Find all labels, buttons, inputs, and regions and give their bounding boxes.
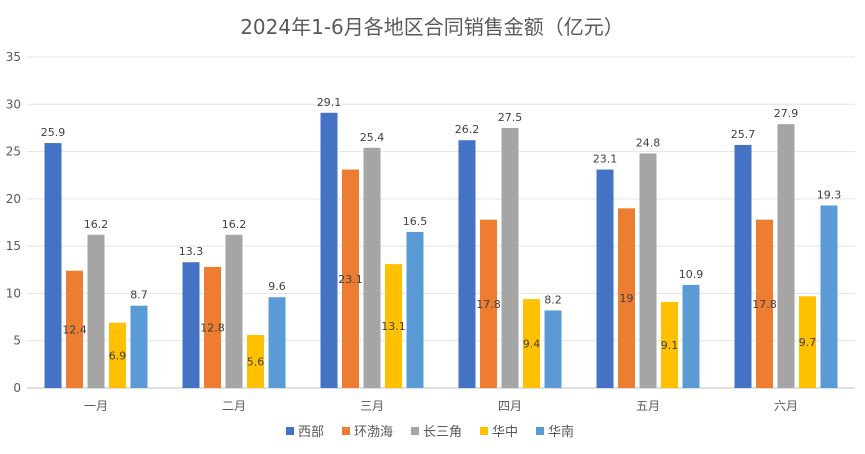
legend-item[interactable]: 西部 bbox=[286, 425, 324, 440]
data-label: 19 bbox=[620, 292, 634, 305]
bar bbox=[596, 169, 614, 388]
legend-item[interactable]: 华中 bbox=[480, 425, 518, 440]
data-label: 9.6 bbox=[268, 280, 286, 293]
legend-item[interactable]: 长三角 bbox=[411, 425, 462, 440]
x-tick-label: 六月 bbox=[774, 399, 798, 413]
legend-swatch bbox=[411, 427, 419, 435]
legend-label: 长三角 bbox=[423, 425, 462, 440]
bar bbox=[734, 144, 752, 388]
data-label: 10.9 bbox=[679, 268, 704, 281]
data-label: 27.5 bbox=[498, 111, 523, 124]
y-tick-label: 0 bbox=[13, 381, 21, 395]
data-label: 19.3 bbox=[817, 188, 842, 201]
bar bbox=[458, 140, 476, 388]
legend-swatch bbox=[286, 427, 294, 435]
y-tick-label: 5 bbox=[13, 334, 21, 348]
bar bbox=[182, 262, 200, 388]
data-label: 17.8 bbox=[476, 298, 501, 311]
data-label: 16.2 bbox=[84, 218, 109, 231]
data-label: 8.7 bbox=[130, 289, 148, 302]
data-label: 8.2 bbox=[544, 293, 562, 306]
data-label: 16.2 bbox=[222, 218, 247, 231]
data-label: 27.9 bbox=[774, 107, 799, 120]
data-label: 29.1 bbox=[317, 96, 342, 109]
data-labels: 25.9 12.4 16.2 6.9 8.7 13.3 12.8 16.2 5.6 9.6 29.1… bbox=[41, 96, 842, 369]
bar bbox=[661, 301, 678, 388]
legend-swatch bbox=[342, 427, 350, 435]
data-label: 5.6 bbox=[247, 356, 265, 369]
y-tick-label: 25 bbox=[6, 145, 21, 159]
bar bbox=[682, 284, 700, 388]
x-tick-label: 二月 bbox=[222, 399, 246, 413]
data-label: 24.8 bbox=[636, 136, 661, 149]
bar bbox=[342, 169, 359, 388]
bar bbox=[523, 299, 540, 388]
data-label: 9.4 bbox=[523, 338, 541, 351]
bar bbox=[544, 310, 562, 388]
legend-label: 华中 bbox=[492, 425, 518, 440]
data-label: 25.9 bbox=[41, 126, 66, 139]
bar bbox=[130, 305, 148, 388]
bar bbox=[639, 153, 657, 388]
legend-swatch bbox=[536, 427, 544, 435]
x-tick-label: 四月 bbox=[498, 399, 522, 413]
bar bbox=[109, 322, 126, 388]
bar bbox=[363, 147, 381, 388]
legend[interactable]: 西部 环渤海 长三角 华中 华南 bbox=[286, 424, 574, 440]
bar bbox=[66, 270, 83, 388]
bar bbox=[406, 231, 424, 388]
bar bbox=[87, 234, 105, 388]
data-label: 17.8 bbox=[752, 298, 777, 311]
data-label: 13.1 bbox=[381, 320, 406, 333]
x-axis-ticks: 一月 二月 三月 四月 五月 六月 bbox=[84, 399, 798, 413]
data-label: 16.5 bbox=[403, 215, 428, 228]
legend-swatch bbox=[480, 427, 488, 435]
bar bbox=[777, 124, 795, 388]
data-label: 26.2 bbox=[455, 123, 480, 136]
bar bbox=[501, 127, 519, 388]
data-label: 13.3 bbox=[179, 245, 204, 258]
y-axis-ticks: 0 5 10 15 20 25 30 35 bbox=[6, 50, 21, 395]
data-label: 12.4 bbox=[62, 323, 87, 336]
legend-item[interactable]: 环渤海 bbox=[342, 424, 393, 440]
y-tick-label: 15 bbox=[6, 239, 21, 253]
data-label: 6.9 bbox=[109, 349, 127, 362]
data-label: 23.1 bbox=[593, 153, 618, 166]
bar bbox=[385, 264, 402, 388]
bar bbox=[268, 297, 286, 388]
chart-title: 2024年1-6月各地区合同销售金额（亿元） bbox=[240, 15, 624, 39]
bar bbox=[225, 234, 243, 388]
data-label: 25.4 bbox=[360, 131, 385, 144]
bar bbox=[320, 112, 338, 388]
bar bbox=[204, 266, 221, 388]
data-label: 9.7 bbox=[799, 336, 817, 349]
x-tick-label: 一月 bbox=[84, 399, 108, 413]
x-tick-label: 五月 bbox=[636, 399, 660, 413]
legend-item[interactable]: 华南 bbox=[536, 424, 574, 440]
gridlines bbox=[27, 56, 855, 389]
data-label: 9.1 bbox=[661, 339, 679, 352]
bar bbox=[44, 143, 62, 388]
data-label: 25.7 bbox=[731, 128, 756, 141]
y-tick-label: 20 bbox=[6, 192, 21, 206]
legend-label: 环渤海 bbox=[354, 424, 393, 440]
bar bbox=[618, 208, 635, 388]
data-label: 12.8 bbox=[200, 321, 225, 334]
y-tick-label: 10 bbox=[6, 286, 21, 300]
bars bbox=[44, 112, 838, 388]
data-label: 23.1 bbox=[338, 273, 363, 286]
bar bbox=[799, 296, 816, 388]
y-tick-label: 35 bbox=[6, 50, 21, 64]
legend-label: 西部 bbox=[298, 425, 324, 440]
bar bbox=[247, 335, 264, 388]
y-tick-label: 30 bbox=[6, 97, 21, 111]
legend-label: 华南 bbox=[548, 424, 574, 440]
bar bbox=[480, 219, 497, 388]
bar bbox=[820, 205, 838, 388]
x-tick-label: 三月 bbox=[360, 399, 384, 413]
bar bbox=[756, 219, 773, 388]
